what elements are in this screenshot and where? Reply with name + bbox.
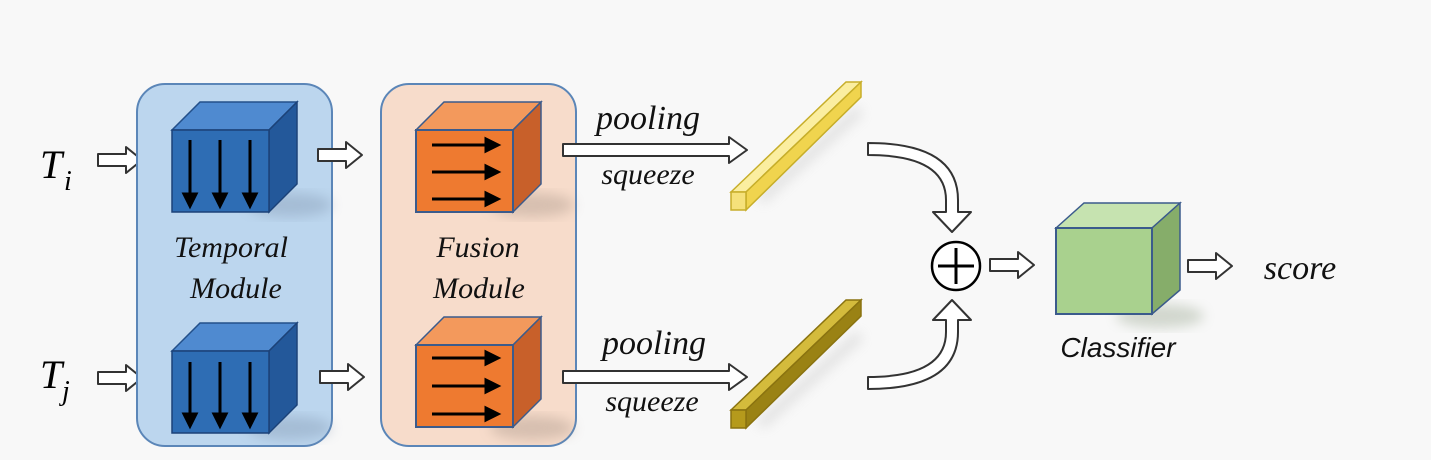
- down-arrows-icon: [181, 362, 259, 430]
- classifier-label: Classifier: [1060, 332, 1177, 363]
- arrow-input-tj: [97, 364, 143, 392]
- temporal-module-label-line2: Module: [189, 272, 282, 305]
- temporal-cube-bottom: [170, 321, 332, 440]
- temporal-cube-top: [170, 100, 332, 217]
- feature-vector-top: [729, 80, 864, 212]
- curved-arrow-bottom: [867, 299, 972, 390]
- feature-vector-bottom: [729, 298, 864, 430]
- arrow-classifier-to-score: [1187, 252, 1233, 280]
- squeeze-label-top: squeeze: [601, 158, 694, 191]
- arrow-sum-to-classifier: [989, 251, 1035, 279]
- right-arrows-icon: [432, 349, 502, 423]
- squeeze-label-bottom: squeeze: [605, 385, 698, 418]
- temporal-module-label-line1: Temporal: [174, 231, 288, 264]
- input-tj-base: T: [40, 352, 65, 397]
- input-tj-sub: j: [59, 376, 70, 407]
- fusion-module-label-line2: Module: [432, 272, 525, 305]
- input-label-ti: T i: [40, 142, 72, 197]
- sum-operator: +: [930, 240, 982, 292]
- pooling-label-bottom: pooling: [600, 325, 706, 362]
- arrow-input-ti: [97, 146, 143, 174]
- curved-arrow-top: [867, 142, 972, 233]
- input-ti-base: T: [40, 142, 65, 187]
- down-arrows-icon: [181, 140, 259, 210]
- fusion-cube-top: [414, 100, 574, 217]
- pooling-label-top: pooling: [594, 100, 700, 137]
- input-ti-sub: i: [64, 166, 72, 197]
- input-label-tj: T j: [40, 352, 70, 407]
- classifier-cube: [1054, 201, 1204, 328]
- fusion-module-label-line1: Fusion: [435, 231, 519, 264]
- score-label: score: [1264, 250, 1336, 287]
- right-arrows-icon: [432, 136, 502, 208]
- fusion-cube-bottom: [414, 315, 574, 440]
